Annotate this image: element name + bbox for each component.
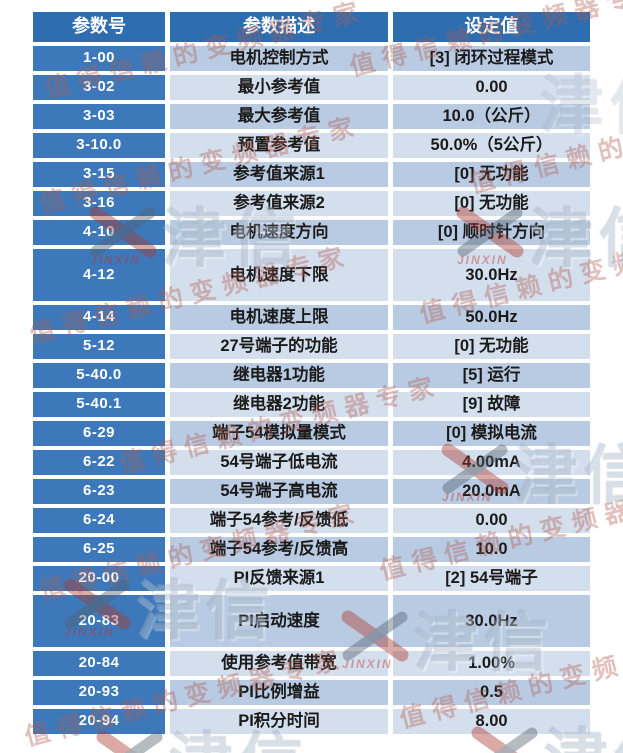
param-number-cell: 5-40.1 <box>33 392 165 417</box>
param-description-cell: 预置参考值 <box>170 133 388 158</box>
param-value-cell: 0.00 <box>393 75 590 100</box>
param-number-cell: 5-12 <box>33 334 165 359</box>
param-description-cell: 端子54参考/反馈高 <box>170 537 388 562</box>
param-description-cell: PI比例增益 <box>170 680 388 705</box>
param-description-cell: 最小参考值 <box>170 75 388 100</box>
param-description-cell: 继电器2功能 <box>170 392 388 417</box>
param-number-cell: 4-14 <box>33 305 165 330</box>
param-number-cell: 3-16 <box>33 191 165 216</box>
param-value-cell: [3] 闭环过程模式 <box>393 46 590 71</box>
param-value-cell: 0.5 <box>393 680 590 705</box>
param-number-cell: 20-93 <box>33 680 165 705</box>
param-number-cell: 3-15 <box>33 162 165 187</box>
column-header: 参数号 <box>33 12 165 42</box>
param-description-cell: PI反馈来源1 <box>170 566 388 591</box>
param-value-cell: 4.00mA <box>393 450 590 475</box>
param-description-cell: 参考值来源2 <box>170 191 388 216</box>
param-number-cell: 20-00 <box>33 566 165 591</box>
param-number-cell: 1-00 <box>33 46 165 71</box>
param-value-cell: [5] 运行 <box>393 363 590 388</box>
param-value-cell: 10.0（公斤） <box>393 104 590 129</box>
param-description-cell: 参考值来源1 <box>170 162 388 187</box>
param-value-cell: [0] 无功能 <box>393 334 590 359</box>
param-value-cell: [0] 无功能 <box>393 191 590 216</box>
param-number-cell: 6-23 <box>33 479 165 504</box>
param-description-cell: 使用参考值带宽 <box>170 651 388 676</box>
param-value-cell: 50.0%（5公斤） <box>393 133 590 158</box>
param-description-cell: 27号端子的功能 <box>170 334 388 359</box>
param-value-cell: 10.0 <box>393 537 590 562</box>
param-description-cell: 54号端子高电流 <box>170 479 388 504</box>
param-value-cell: 1.00% <box>393 651 590 676</box>
param-description-cell: 端子54模拟量模式 <box>170 421 388 446</box>
param-number-cell: 4-10 <box>33 220 165 245</box>
param-description-cell: 电机速度上限 <box>170 305 388 330</box>
param-number-cell: 5-40.0 <box>33 363 165 388</box>
column-header: 参数描述 <box>170 12 388 42</box>
param-number-cell: 4-12 <box>33 249 165 301</box>
param-value-cell: [9] 故障 <box>393 392 590 417</box>
param-number-cell: 20-83 <box>33 595 165 647</box>
param-number-cell: 6-24 <box>33 508 165 533</box>
param-description-cell: 54号端子低电流 <box>170 450 388 475</box>
param-value-cell: 0.00 <box>393 508 590 533</box>
param-value-cell: 30.0Hz <box>393 595 590 647</box>
param-value-cell: [0] 无功能 <box>393 162 590 187</box>
param-number-cell: 6-29 <box>33 421 165 446</box>
param-number-cell: 20-84 <box>33 651 165 676</box>
param-description-cell: PI积分时间 <box>170 709 388 734</box>
param-description-cell: 继电器1功能 <box>170 363 388 388</box>
param-value-cell: [2] 54号端子 <box>393 566 590 591</box>
param-number-cell: 3-03 <box>33 104 165 129</box>
param-number-cell: 6-22 <box>33 450 165 475</box>
param-description-cell: 电机控制方式 <box>170 46 388 71</box>
param-number-cell: 3-10.0 <box>33 133 165 158</box>
parameter-table: 参数号 参数描述 设定值 1-00 电机控制方式 [3] 闭环过程模式 3-02 最小参考值 0… <box>33 12 590 734</box>
param-value-cell: 20.0mA <box>393 479 590 504</box>
param-number-cell: 3-02 <box>33 75 165 100</box>
param-number-cell: 6-25 <box>33 537 165 562</box>
param-value-cell: 30.0Hz <box>393 249 590 301</box>
column-header: 设定值 <box>393 12 590 42</box>
param-number-cell: 20-94 <box>33 709 165 734</box>
param-description-cell: 端子54参考/反馈低 <box>170 508 388 533</box>
param-value-cell: [0] 顺时针方向 <box>393 220 590 245</box>
param-description-cell: 电机速度方向 <box>170 220 388 245</box>
param-description-cell: 电机速度下限 <box>170 249 388 301</box>
param-description-cell: PI启动速度 <box>170 595 388 647</box>
param-value-cell: 8.00 <box>393 709 590 734</box>
param-value-cell: 50.0Hz <box>393 305 590 330</box>
param-description-cell: 最大参考值 <box>170 104 388 129</box>
param-value-cell: [0] 模拟电流 <box>393 421 590 446</box>
